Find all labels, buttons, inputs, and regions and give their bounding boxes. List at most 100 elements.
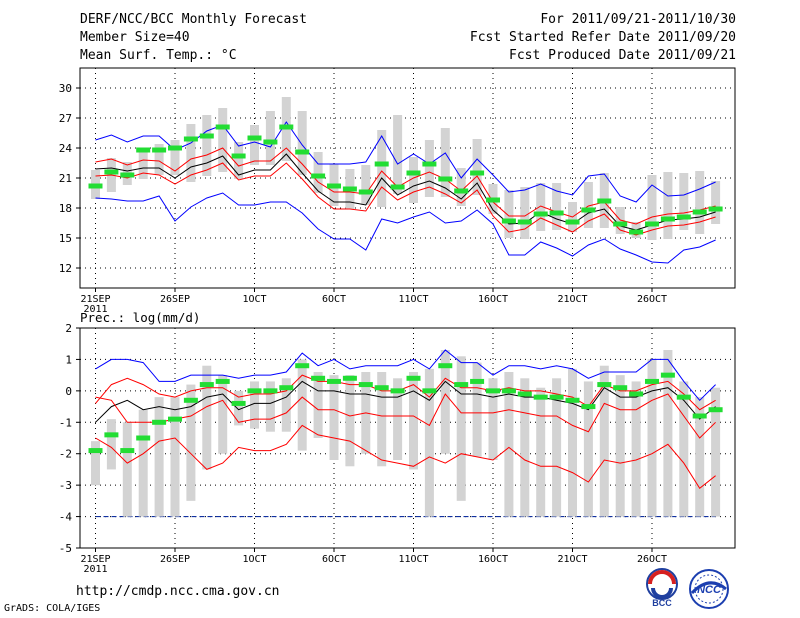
panel1-spread-bar (440, 128, 450, 197)
source-url[interactable]: http://cmdp.ncc.cma.gov.cn (76, 584, 280, 599)
chart-title: DERF/NCC/BCC Monthly Forecast (80, 12, 307, 27)
panel1-marker (565, 219, 580, 225)
panel2-marker (263, 388, 278, 394)
panel1-marker (486, 197, 500, 203)
panel2-spread-bar (424, 368, 434, 517)
panel2-spread-bar (329, 375, 339, 460)
panel2-marker (104, 432, 119, 438)
panel2-marker (422, 388, 437, 394)
panel1-marker (168, 145, 182, 151)
panel1-spread-bar (663, 172, 673, 239)
panel2-marker (438, 363, 453, 369)
panel2-marker (327, 378, 341, 384)
panel2-marker (645, 378, 659, 384)
panel2-series-mean (95, 380, 716, 423)
panel2-x-tick-label: 26SEP (160, 554, 190, 565)
panel1-spread-bar (218, 108, 228, 172)
panel2-marker (708, 407, 723, 413)
panel2-spread-bar (583, 381, 593, 517)
forecast-period: For 2011/09/21-2011/10/30 (540, 12, 736, 27)
panel1-marker (438, 176, 453, 182)
panel2-marker (295, 363, 310, 369)
panel1-x-tick-sublabel: 2011 (83, 304, 107, 315)
panel2-marker (374, 385, 389, 391)
panel2-y-tick-label: 1 (65, 353, 72, 366)
panel2-spread-bar (615, 375, 625, 517)
panel2-marker (342, 375, 357, 381)
panel1-spread-bar (424, 140, 434, 197)
panel1-y-tick-label: 24 (59, 142, 73, 155)
panel2-x-tick-label: 21SEP (80, 554, 110, 565)
panel2-spread-bar (218, 375, 228, 454)
panel2-marker (120, 448, 135, 454)
panel2-y-tick-label: -4 (59, 511, 73, 524)
panel2-x-tick-label: 6OCT (322, 554, 346, 565)
panel1-x-tick-label: 26OCT (637, 294, 667, 305)
panel1-spread-bar (393, 115, 403, 194)
panel1-y-tick-label: 15 (59, 232, 72, 245)
panel2-spread-bar (599, 365, 609, 517)
panel1-x-tick-label: 1OCT (242, 294, 266, 305)
bcc-logo: BCC (646, 568, 678, 608)
panel2-y-tick-label: 2 (65, 322, 72, 335)
panel2-x-tick-label: 11OCT (398, 554, 428, 565)
panel1-marker (136, 147, 151, 153)
panel2-marker (629, 391, 644, 397)
panel2-marker (390, 388, 405, 394)
panel1-marker (454, 188, 469, 194)
panel1-marker (152, 147, 167, 153)
panel1-y-tick-label: 18 (59, 202, 72, 215)
panel2-spread-bar (154, 397, 164, 517)
panel1-x-tick-label: 11OCT (398, 294, 428, 305)
panel2-x-tick-label: 26OCT (637, 554, 667, 565)
ncc-logo: NCC (689, 569, 729, 609)
panel1-x-tick-label: 21OCT (557, 294, 587, 305)
panel1-marker (183, 136, 198, 142)
panel2-y-tick-label: -2 (59, 448, 72, 461)
panel1-marker (613, 221, 628, 227)
panel1-spread-bar (186, 124, 196, 182)
panel2-spread-bar (711, 387, 721, 517)
panel1-marker (263, 139, 278, 145)
panel1-marker (549, 210, 564, 216)
panel1-series-min (95, 192, 716, 264)
panel2-spread-bar (679, 381, 689, 517)
panel1-x-tick-label: 16OCT (478, 294, 508, 305)
panel2-marker (215, 378, 230, 384)
panel1-spread-bar (711, 181, 721, 224)
panel2-marker (152, 419, 167, 425)
panel2-spread-bar (297, 359, 307, 451)
panel1-marker (374, 161, 389, 167)
panel2-x-tick-label: 1OCT (242, 554, 266, 565)
panel2-spread-bar (456, 356, 466, 501)
panel1-spread-bar (138, 151, 148, 179)
panel2-marker (183, 397, 198, 403)
panel1-y-tick-label: 30 (59, 82, 72, 95)
panel1-spread-bar (154, 144, 164, 175)
panel2-spread-bar (122, 422, 132, 517)
panel1-spread-bar (297, 111, 307, 175)
panel2-marker (517, 391, 532, 397)
panel2-x-tick-label: 16OCT (478, 554, 508, 565)
panel2-marker (454, 382, 469, 388)
forecast-produced: Fcst Produced Date 2011/09/21 (509, 48, 736, 63)
panel2-spread-bar (520, 378, 530, 517)
panel1-spread-bar (552, 183, 562, 230)
panel1-marker (517, 219, 532, 225)
panel2-spread-bar (281, 378, 291, 432)
panel2-spread-bar (568, 368, 577, 517)
panel1-spread-bar (409, 157, 418, 203)
panel2-marker (168, 416, 182, 422)
forecast-started: Fcst Started Refer Date 2011/09/20 (469, 30, 736, 45)
panel1-marker (645, 221, 659, 227)
panel2-spread-bar (250, 381, 259, 429)
panel2-marker (533, 394, 548, 400)
panel2-spread-bar (409, 372, 418, 470)
panel1-marker (533, 211, 548, 217)
panel1-marker (327, 183, 341, 189)
panel2-spread-bar (393, 378, 403, 460)
panel1-marker (199, 133, 214, 139)
panel2-spread-bar (106, 419, 116, 470)
panel2-marker (406, 375, 421, 381)
